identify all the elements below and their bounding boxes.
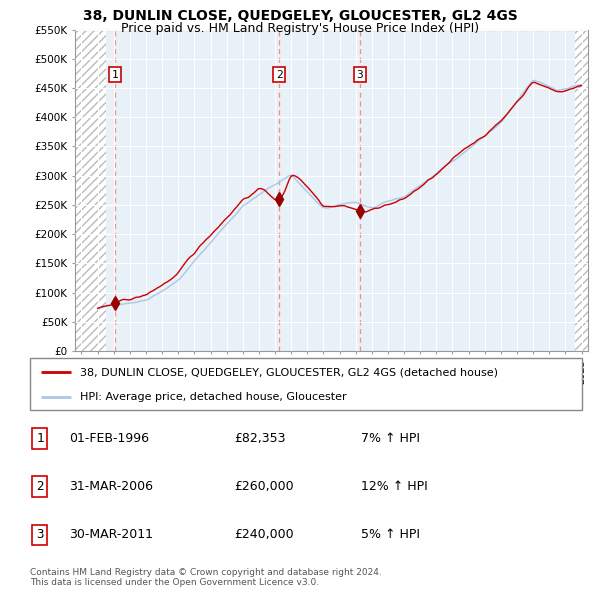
Text: £260,000: £260,000 bbox=[234, 480, 294, 493]
Bar bbox=[575, 30, 588, 351]
Text: HPI: Average price, detached house, Gloucester: HPI: Average price, detached house, Glou… bbox=[80, 392, 346, 402]
Text: 3: 3 bbox=[36, 528, 44, 541]
Text: 12% ↑ HPI: 12% ↑ HPI bbox=[361, 480, 428, 493]
Text: 31-MAR-2006: 31-MAR-2006 bbox=[68, 480, 152, 493]
Text: 01-FEB-1996: 01-FEB-1996 bbox=[68, 432, 149, 445]
Text: 3: 3 bbox=[356, 70, 363, 80]
Text: £82,353: £82,353 bbox=[234, 432, 286, 445]
FancyBboxPatch shape bbox=[30, 358, 582, 410]
Text: 1: 1 bbox=[36, 432, 44, 445]
Bar bbox=[75, 30, 106, 351]
Text: Price paid vs. HM Land Registry's House Price Index (HPI): Price paid vs. HM Land Registry's House … bbox=[121, 22, 479, 35]
Text: Contains HM Land Registry data © Crown copyright and database right 2024.
This d: Contains HM Land Registry data © Crown c… bbox=[30, 568, 382, 587]
Text: 2: 2 bbox=[36, 480, 44, 493]
Text: £240,000: £240,000 bbox=[234, 528, 294, 541]
Text: 5% ↑ HPI: 5% ↑ HPI bbox=[361, 528, 420, 541]
Text: 7% ↑ HPI: 7% ↑ HPI bbox=[361, 432, 420, 445]
Text: 38, DUNLIN CLOSE, QUEDGELEY, GLOUCESTER, GL2 4GS (detached house): 38, DUNLIN CLOSE, QUEDGELEY, GLOUCESTER,… bbox=[80, 367, 497, 377]
Text: 2: 2 bbox=[275, 70, 283, 80]
Text: 30-MAR-2011: 30-MAR-2011 bbox=[68, 528, 152, 541]
Text: 38, DUNLIN CLOSE, QUEDGELEY, GLOUCESTER, GL2 4GS: 38, DUNLIN CLOSE, QUEDGELEY, GLOUCESTER,… bbox=[83, 9, 517, 24]
Text: 1: 1 bbox=[112, 70, 118, 80]
